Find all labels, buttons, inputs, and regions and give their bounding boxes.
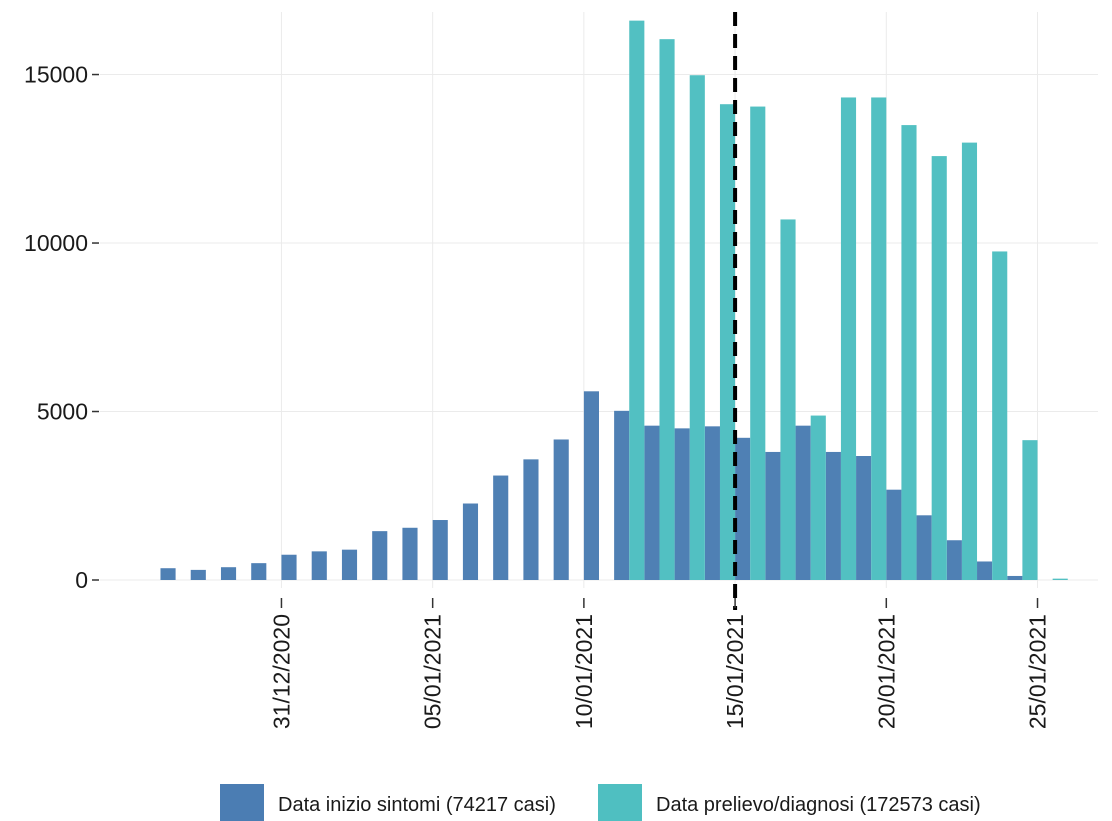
bar-diagnosis (840, 97, 857, 581)
bar-onset (402, 527, 418, 580)
y-tick-label: 15000 (24, 62, 88, 88)
x-tick-label: 15/01/2021 (722, 614, 748, 729)
bar-onset (523, 459, 539, 580)
bar-onset (856, 456, 872, 580)
bar-diagnosis (719, 104, 736, 580)
bar-onset (311, 551, 327, 580)
bar-onset (765, 451, 781, 580)
legend: Data inizio sintomi (74217 casi) Data pre… (220, 784, 981, 821)
bar-onset (281, 554, 297, 580)
bar-diagnosis (780, 219, 796, 580)
legend-label: Data prelievo/diagnosi (172573 casi) (656, 794, 981, 816)
bar-onset (795, 425, 811, 580)
bar-diagnosis (1052, 578, 1068, 580)
bar-onset (825, 451, 841, 580)
bar-diagnosis (901, 125, 917, 580)
bar-onset (614, 410, 630, 580)
bar-diagnosis (961, 142, 978, 581)
bar-onset (735, 437, 751, 580)
bar-diagnosis (931, 156, 947, 580)
bar-diagnosis (659, 39, 675, 581)
bar-onset (160, 568, 176, 580)
bar-diagnosis (810, 415, 826, 580)
bar-onset (190, 569, 206, 580)
legend-swatch (220, 784, 264, 821)
x-tick-label: 05/01/2021 (420, 614, 446, 729)
bar-onset (493, 475, 509, 580)
y-axis: 0 5000 10000 15000 (24, 62, 99, 593)
y-tick-label: 10000 (24, 230, 88, 256)
bar-onset (886, 489, 902, 580)
bar-diagnosis (629, 20, 645, 580)
x-tick-label: 10/01/2021 (571, 614, 597, 729)
bar-onset (251, 563, 267, 580)
bar-onset (916, 515, 932, 580)
bar-diagnosis (750, 106, 766, 580)
bar-onset (341, 549, 358, 580)
bar-onset (704, 426, 720, 580)
bar-onset (583, 391, 599, 580)
x-axis: 31/12/2020 05/01/2021 10/01/2021 15/01/2021… (268, 598, 1051, 729)
grid (100, 12, 1098, 588)
bar-onset (644, 425, 660, 580)
bar-onset (372, 531, 388, 580)
bar-onset (553, 439, 569, 580)
bar-diagnosis (992, 251, 1008, 580)
x-tick-label: 31/12/2020 (268, 614, 294, 729)
bars (160, 20, 1068, 581)
x-tick-label: 20/01/2021 (873, 614, 899, 729)
legend-label: Data inizio sintomi (74217 casi) (278, 794, 556, 816)
bar-onset (462, 503, 479, 580)
x-tick-label: 25/01/2021 (1025, 614, 1051, 729)
bar-onset (220, 567, 237, 580)
bar-onset (977, 561, 993, 580)
bar-onset (946, 540, 962, 580)
bar-diagnosis (689, 75, 705, 580)
bar-onset (432, 520, 448, 580)
y-tick-label: 5000 (37, 399, 88, 425)
y-tick-label: 0 (75, 567, 88, 593)
bar-diagnosis (871, 97, 887, 581)
bar-onset (674, 428, 690, 580)
bar-onset (1007, 575, 1023, 580)
legend-swatch (598, 784, 642, 821)
bar-diagnosis (1022, 440, 1038, 580)
